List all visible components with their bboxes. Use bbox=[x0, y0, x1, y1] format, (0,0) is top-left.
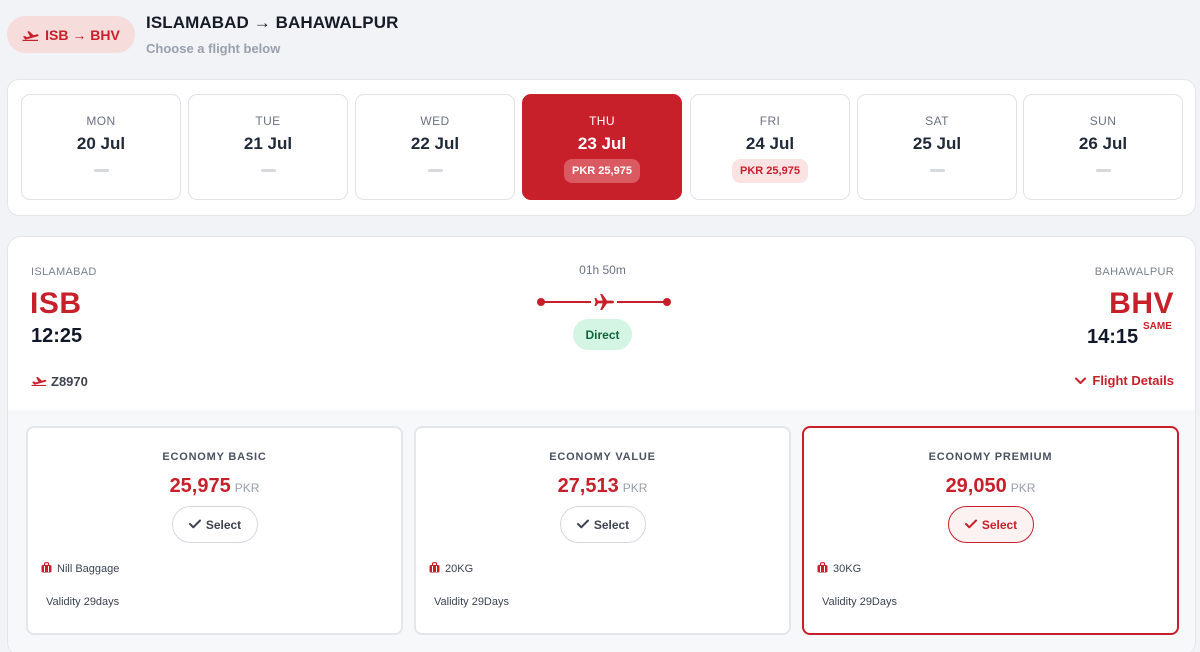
select-button-economy-value[interactable]: Select bbox=[560, 506, 646, 543]
select-label: Select bbox=[981, 517, 1018, 532]
header: ISB → BHV ISLAMABAD → BAHAWALPUR Choose … bbox=[0, 0, 1200, 78]
stops-badge: Direct bbox=[573, 319, 632, 350]
day-of-week: SUN bbox=[1089, 114, 1117, 128]
fare-options: ECONOMY BASIC 25,975 PKR Select Nill Bagg… bbox=[8, 410, 1195, 652]
select-button-economy-basic[interactable]: Select bbox=[172, 506, 258, 543]
fare-amount: 25,975 bbox=[169, 475, 231, 497]
select-label: Select bbox=[593, 517, 630, 532]
flight-card: ISLAMABAD ISB 12:25 Z8970 01h 50m Direct… bbox=[7, 236, 1196, 652]
select-label: Select bbox=[205, 517, 242, 532]
fare-card-economy-value: ECONOMY VALUE 27,513 PKR Select 20KG Vali… bbox=[414, 426, 791, 635]
date-selector: MON 20 Jul TUE 21 Jul WED 22 Jul THU 23 … bbox=[7, 79, 1196, 216]
fare-validity: Validity 29days bbox=[46, 596, 120, 608]
flight-details-label: Flight Details bbox=[1092, 373, 1174, 388]
date-price: PKR 25,975 bbox=[564, 159, 640, 183]
baggage-text: 20KG bbox=[445, 563, 474, 575]
page-subtitle: Choose a flight below bbox=[146, 41, 281, 56]
route-code: ISB → BHV bbox=[45, 26, 120, 43]
fare-amount: 29,050 bbox=[945, 475, 1007, 497]
flight-number-text: Z8970 bbox=[51, 374, 88, 389]
baggage-info: Nill Baggage bbox=[41, 562, 119, 576]
date-label: 22 Jul bbox=[410, 134, 460, 153]
no-price-indicator bbox=[1095, 169, 1111, 172]
airplane-icon bbox=[591, 291, 617, 313]
no-price-indicator bbox=[929, 169, 945, 172]
fare-currency: PKR bbox=[234, 481, 260, 495]
arrival-day-badge: SAME bbox=[1143, 321, 1172, 332]
baggage-text: 30KG bbox=[833, 563, 862, 575]
date-card-fri[interactable]: FRI 24 Jul PKR 25,975 bbox=[690, 94, 850, 200]
flight-duration: 01h 50m bbox=[579, 263, 626, 277]
date-card-sun[interactable]: SUN 26 Jul bbox=[1023, 94, 1183, 200]
no-price-indicator bbox=[260, 169, 276, 172]
plane-takeoff-icon bbox=[31, 374, 47, 389]
day-of-week: SAT bbox=[925, 114, 949, 128]
date-label: 20 Jul bbox=[76, 134, 126, 153]
fare-card-economy-basic: ECONOMY BASIC 25,975 PKR Select Nill Bagg… bbox=[26, 426, 403, 635]
check-icon bbox=[964, 518, 977, 532]
day-of-week: WED bbox=[420, 114, 450, 128]
baggage-text: Nill Baggage bbox=[57, 563, 120, 575]
check-icon bbox=[576, 518, 589, 532]
date-card-tue[interactable]: TUE 21 Jul bbox=[188, 94, 348, 200]
destination-code: BHV bbox=[1109, 287, 1174, 320]
fare-validity: Validity 29Days bbox=[822, 596, 897, 608]
date-card-mon[interactable]: MON 20 Jul bbox=[21, 94, 181, 200]
destination-city: BAHAWALPUR bbox=[1094, 266, 1174, 278]
date-label: 21 Jul bbox=[243, 134, 293, 153]
day-of-week: FRI bbox=[759, 114, 781, 128]
date-card-wed[interactable]: WED 22 Jul bbox=[355, 94, 515, 200]
luggage-icon bbox=[817, 562, 828, 576]
flight-number: Z8970 bbox=[31, 374, 88, 389]
date-label: 25 Jul bbox=[912, 134, 962, 153]
fare-card-economy-premium: ECONOMY PREMIUM 29,050 PKR Select 30KG Va… bbox=[802, 426, 1179, 635]
fare-amount: 27,513 bbox=[557, 475, 619, 497]
page-title: ISLAMABAD → BAHAWALPUR bbox=[146, 13, 399, 32]
no-price-indicator bbox=[427, 169, 443, 172]
check-icon bbox=[188, 518, 201, 532]
fare-currency: PKR bbox=[622, 481, 648, 495]
date-card-thu[interactable]: THU 23 Jul PKR 25,975 bbox=[522, 94, 682, 200]
day-of-week: TUE bbox=[255, 114, 281, 128]
fare-price: 27,513 PKR bbox=[416, 475, 789, 498]
baggage-info: 30KG bbox=[817, 562, 861, 576]
origin-code: ISB bbox=[30, 287, 82, 320]
date-label: 23 Jul bbox=[577, 134, 627, 153]
day-of-week: THU bbox=[589, 114, 615, 128]
plane-takeoff-icon bbox=[22, 28, 39, 41]
date-label: 26 Jul bbox=[1078, 134, 1128, 153]
chevron-down-icon bbox=[1075, 373, 1087, 388]
flight-details-toggle[interactable]: Flight Details bbox=[1075, 373, 1174, 388]
date-label: 24 Jul bbox=[745, 134, 795, 153]
arrival-time: 14:15 bbox=[1087, 326, 1139, 348]
date-price: PKR 25,975 bbox=[732, 159, 808, 183]
fare-price: 29,050 PKR bbox=[804, 475, 1177, 498]
date-card-sat[interactable]: SAT 25 Jul bbox=[857, 94, 1017, 200]
luggage-icon bbox=[429, 562, 440, 576]
departure-time: 12:25 bbox=[31, 325, 83, 347]
fare-name: ECONOMY VALUE bbox=[549, 451, 656, 463]
fare-name: ECONOMY PREMIUM bbox=[928, 451, 1053, 463]
fare-price: 25,975 PKR bbox=[28, 475, 401, 498]
route-badge: ISB → BHV bbox=[7, 16, 135, 53]
luggage-icon bbox=[41, 562, 52, 576]
no-price-indicator bbox=[93, 169, 109, 172]
day-of-week: MON bbox=[86, 114, 116, 128]
fare-currency: PKR bbox=[1010, 481, 1036, 495]
origin-city: ISLAMABAD bbox=[31, 266, 97, 278]
select-button-economy-premium[interactable]: Select bbox=[948, 506, 1034, 543]
route-line bbox=[537, 291, 671, 313]
fare-name: ECONOMY BASIC bbox=[162, 451, 267, 463]
baggage-info: 20KG bbox=[429, 562, 473, 576]
fare-validity: Validity 29Days bbox=[434, 596, 509, 608]
